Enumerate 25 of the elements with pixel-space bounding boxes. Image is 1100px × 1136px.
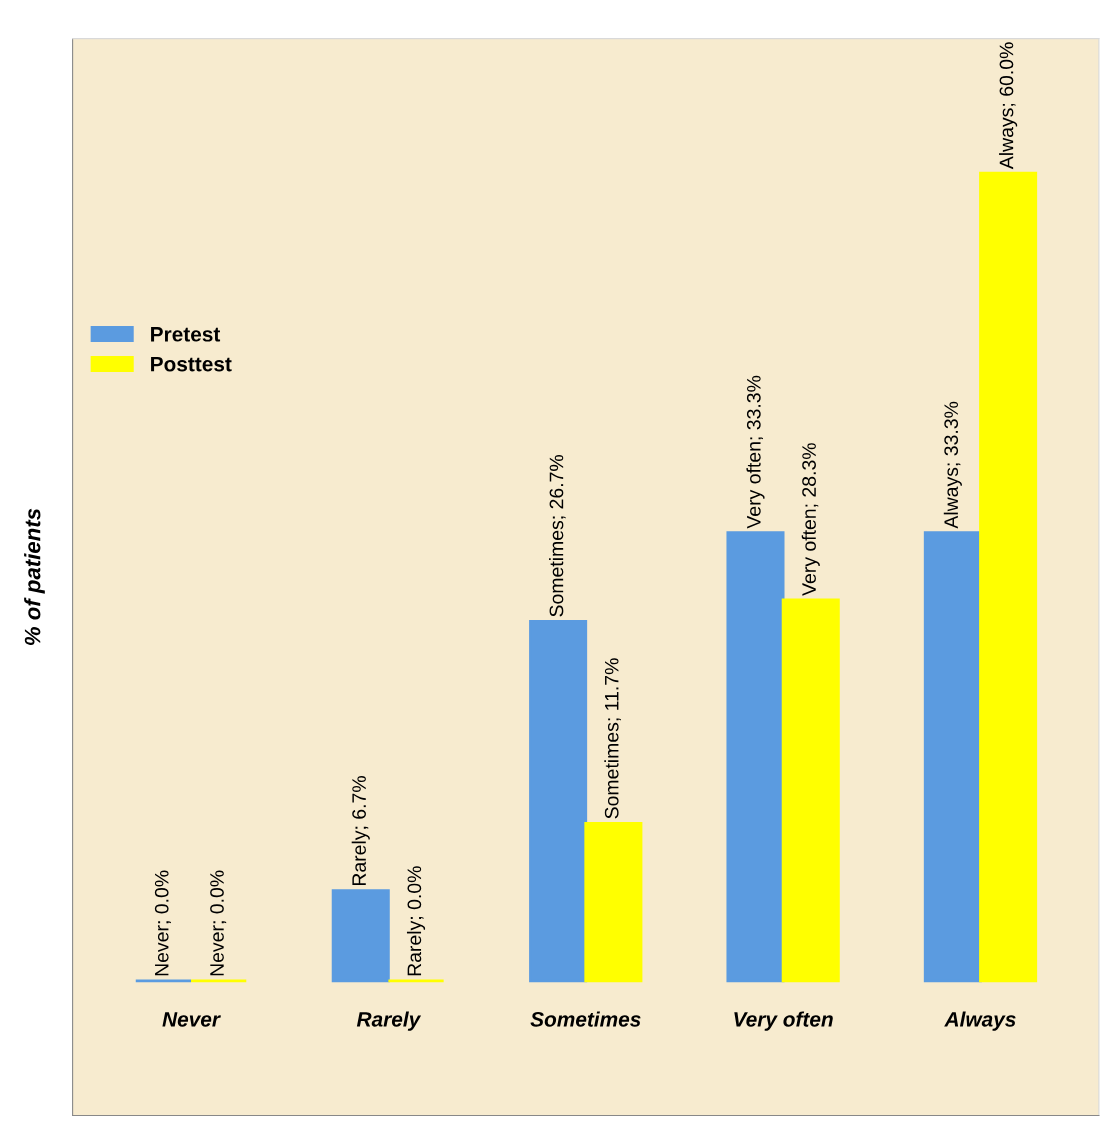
bar <box>726 531 785 983</box>
data-label: Very often; 28.3% <box>801 443 820 596</box>
data-label: Never; 0.0% <box>154 870 171 976</box>
x-tick-label: Rarely <box>356 1011 422 1031</box>
data-label: Rarely; 0.0% <box>406 866 426 976</box>
data-label: Always; 33.3% <box>943 401 962 529</box>
legend-label: Pretest <box>151 327 221 342</box>
data-label: Sometimes; 11.7% <box>604 658 621 819</box>
data-label: Sometimes; 26.7% <box>549 454 566 617</box>
y-axis-title: % of patients <box>24 508 45 646</box>
bar <box>923 531 982 983</box>
x-tick-label: Always <box>944 1011 1016 1031</box>
x-tick-label: Very often <box>734 1011 833 1031</box>
data-label: Rarely; 6.7% <box>351 776 370 886</box>
bar <box>781 598 840 983</box>
bar <box>584 822 643 983</box>
bar <box>331 889 390 983</box>
data-label: Very often; 33.3% <box>746 375 765 529</box>
x-tick-label: Never <box>162 1012 221 1027</box>
legend-label: Posttest <box>151 356 232 372</box>
x-tick-label: Sometimes <box>530 1011 641 1027</box>
data-label: Always; 60.0% <box>999 42 1018 170</box>
bar <box>979 171 1038 983</box>
bar <box>529 620 588 983</box>
data-label: Never; 0.0% <box>210 870 227 976</box>
